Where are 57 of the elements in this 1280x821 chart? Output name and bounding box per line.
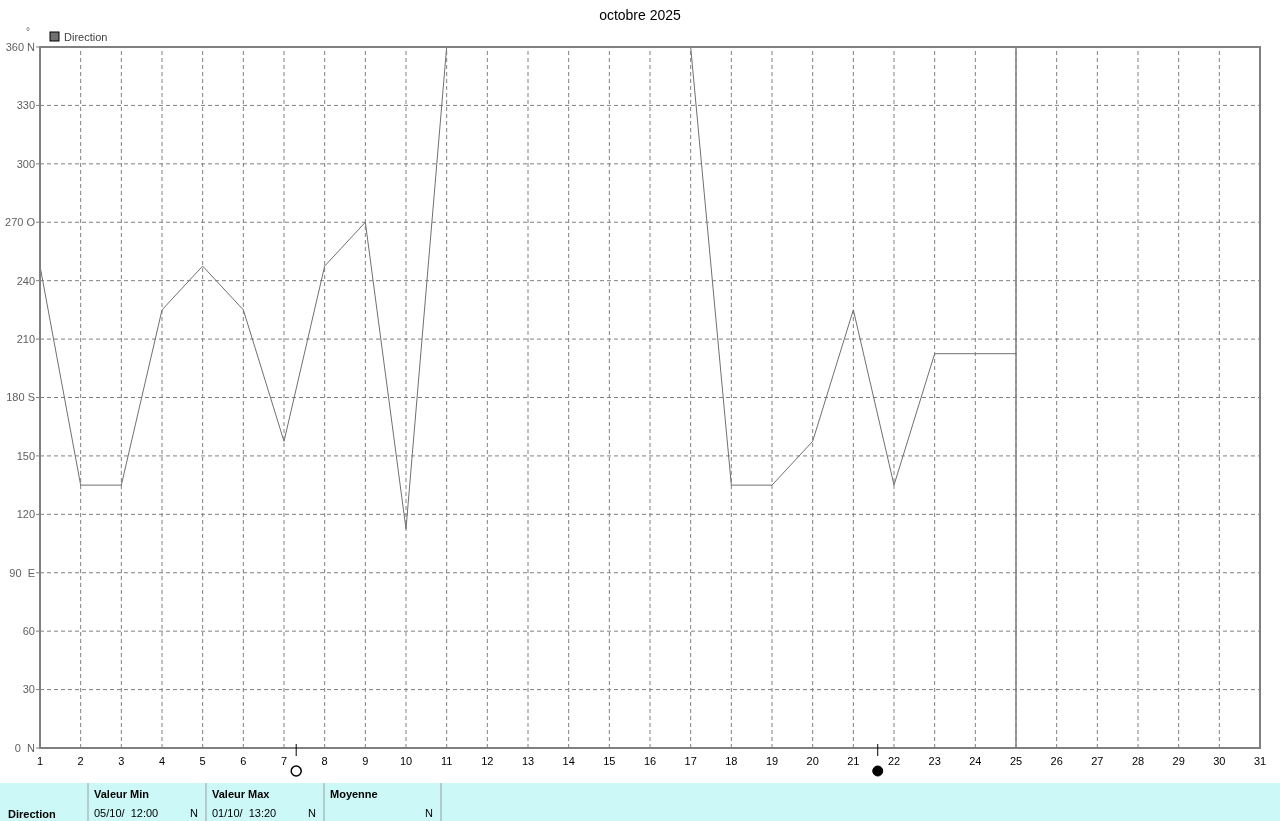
y-tick-label: 90 E — [9, 566, 35, 579]
legend-label: Direction — [64, 30, 108, 43]
x-tick-label: 28 — [1131, 755, 1145, 767]
x-tick-label: 19 — [765, 755, 779, 767]
x-tick-label: 14 — [562, 755, 575, 767]
y-tick-label: 300 — [16, 157, 35, 170]
x-tick-label: 31 — [1253, 755, 1267, 767]
text: Direction — [8, 808, 56, 820]
line-series — [39, 46, 1017, 530]
x-tick-label: 9 — [362, 755, 369, 767]
chart-title: octobre 2025 — [599, 7, 682, 23]
x-tick-label: 27 — [1091, 755, 1104, 767]
y-tick-label: 360 N — [5, 40, 36, 53]
y-tick-label: 240 — [16, 274, 35, 287]
x-tick-label: 30 — [1213, 755, 1226, 767]
x-tick-label: 20 — [806, 755, 819, 767]
x-tick-label: 10 — [399, 755, 413, 767]
text: 05/10/ 12:00 — [94, 807, 159, 819]
x-tick-label: 2 — [77, 755, 84, 767]
y-tick-label: 330 — [16, 99, 35, 112]
y-tick-label: 210 — [16, 332, 35, 345]
x-tick-label: 6 — [240, 755, 247, 767]
y-tick-label: 120 — [16, 508, 35, 521]
text: N — [190, 807, 199, 819]
text: N — [425, 807, 434, 819]
x-tick-label: 15 — [603, 755, 616, 767]
x-tick-label: 17 — [684, 755, 697, 767]
y-tick-label: 150 — [16, 449, 35, 462]
x-tick-label: 29 — [1172, 755, 1185, 767]
y-tick-label: 30 — [22, 683, 35, 696]
x-tick-label: 3 — [118, 755, 125, 767]
x-tick-label: 11 — [440, 755, 453, 767]
y-tick-label: 270 O — [5, 216, 36, 229]
x-tick-label: 7 — [280, 755, 288, 767]
x-tick-label: 16 — [643, 755, 657, 767]
text: Valeur Max — [212, 788, 271, 800]
text: Valeur Min — [94, 788, 150, 800]
x-tick-label: 4 — [158, 755, 166, 767]
y-tick-label: 60 — [22, 625, 35, 638]
x-tick-label: 21 — [847, 755, 860, 767]
x-tick-label: 5 — [199, 755, 206, 767]
x-tick-label: 25 — [1009, 755, 1023, 767]
x-tick-label: 24 — [969, 755, 982, 767]
y-tick-label: 180 S — [6, 391, 35, 404]
x-tick-label: 12 — [481, 755, 494, 767]
x-tick-label: 13 — [521, 755, 535, 767]
text: Moyenne — [330, 788, 378, 800]
y-axis-title: ° — [26, 26, 30, 37]
x-tick-label: 18 — [725, 755, 738, 767]
x-tick-label: 1 — [36, 755, 44, 767]
x-tick-label: 23 — [928, 755, 941, 767]
x-tick-label: 26 — [1050, 755, 1063, 767]
text: N — [308, 807, 317, 819]
x-tick-label: 22 — [887, 755, 901, 767]
x-tick-label: 8 — [321, 755, 328, 767]
text: 01/10/ 13:20 — [212, 807, 277, 819]
y-tick-label: 0 N — [14, 741, 36, 754]
